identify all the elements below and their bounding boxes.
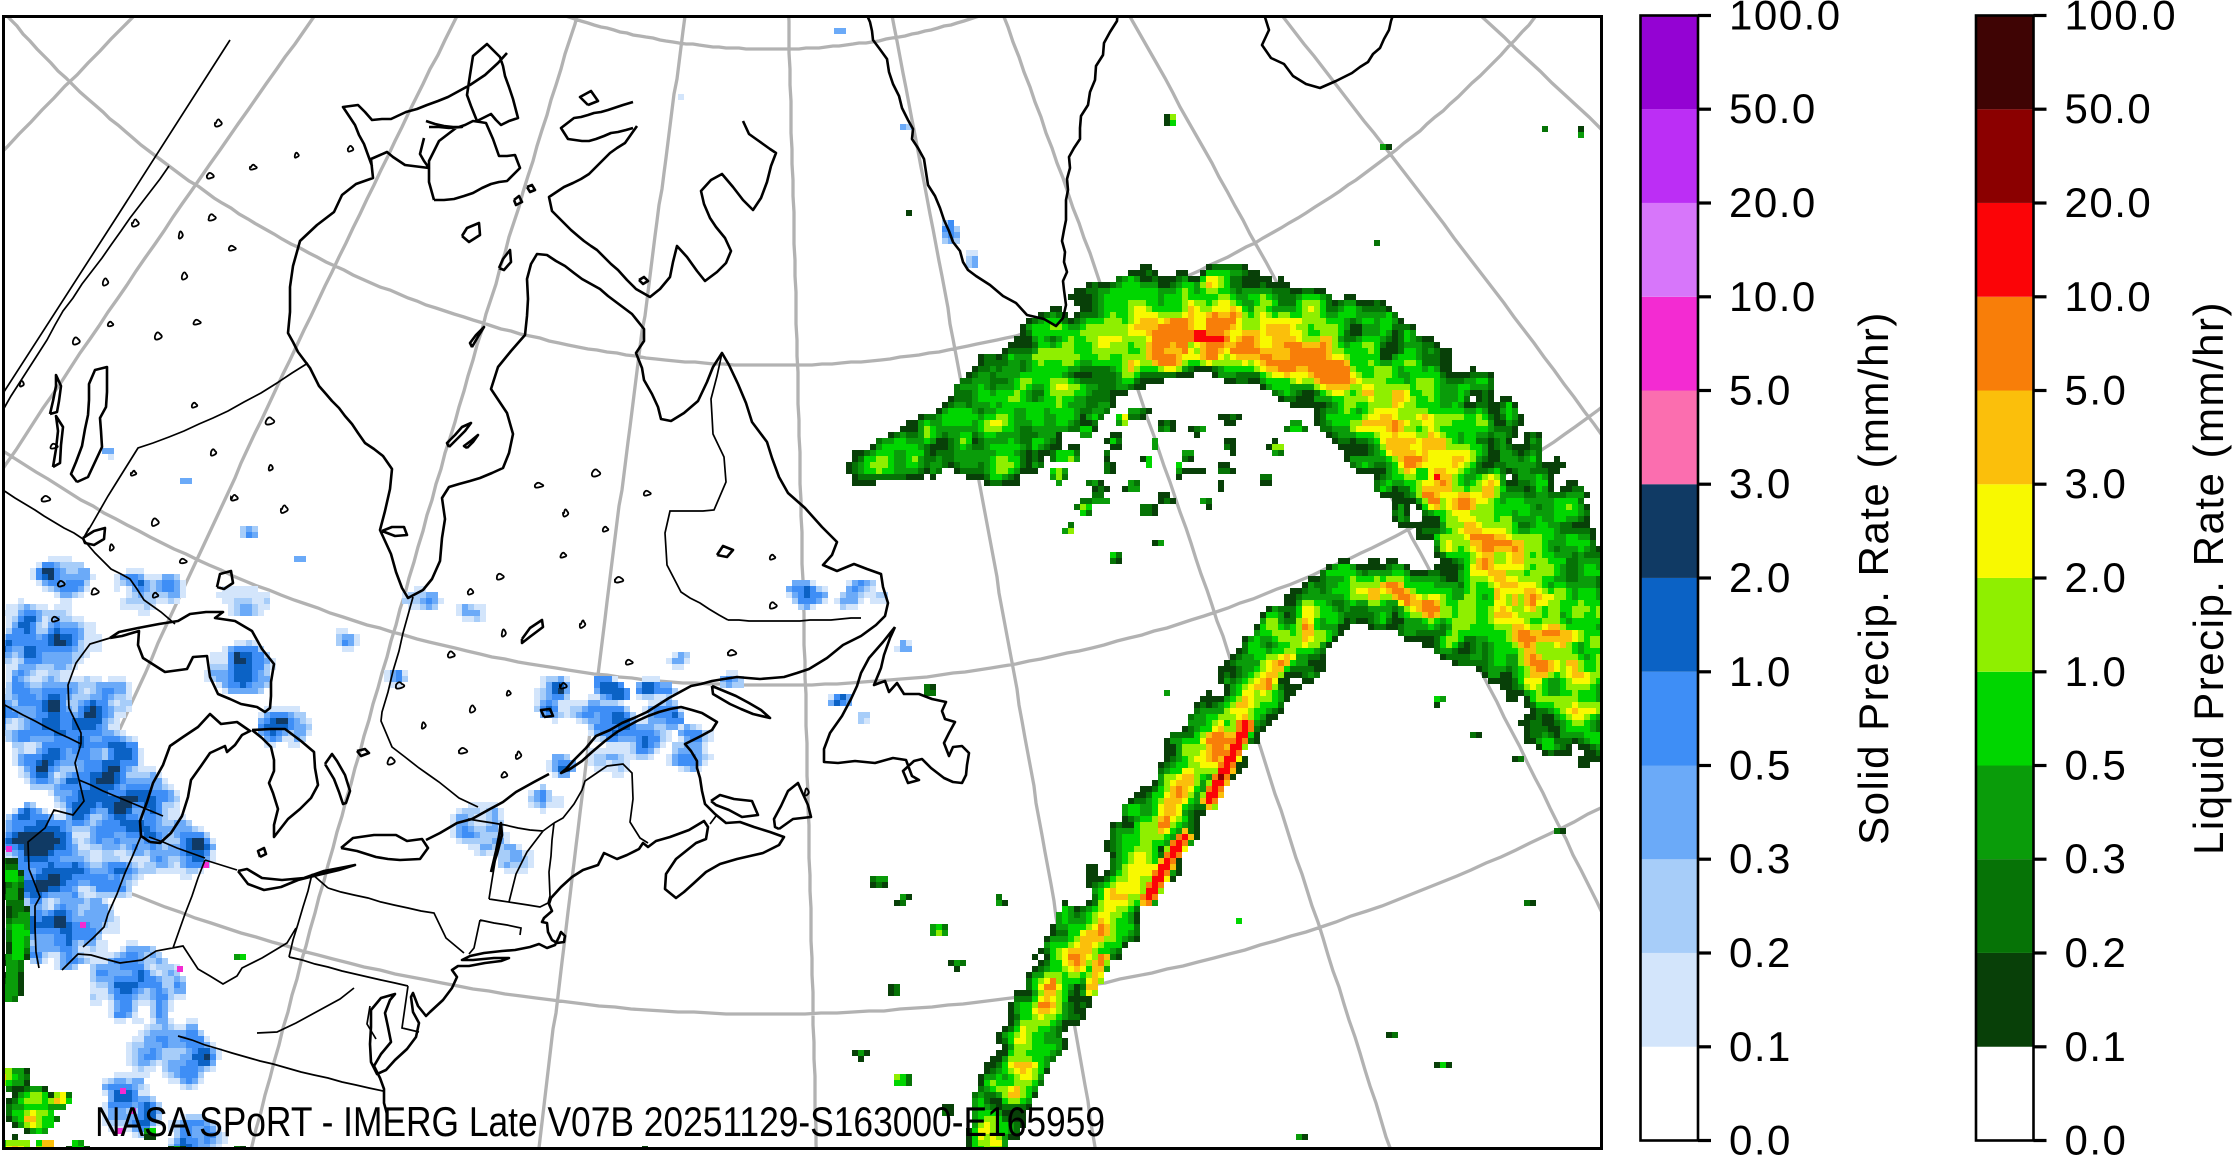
svg-text:Liquid Precip. Rate (mm/hr): Liquid Precip. Rate (mm/hr): [2185, 301, 2232, 855]
svg-text:5.0: 5.0: [1729, 367, 1792, 414]
svg-text:20.0: 20.0: [1729, 179, 1817, 226]
svg-text:3.0: 3.0: [2065, 460, 2128, 507]
svg-text:NASA SPoRT - IMERG Late V07B 2: NASA SPoRT - IMERG Late V07B 20251129-S1…: [95, 1098, 1105, 1145]
svg-text:10.0: 10.0: [2065, 273, 2153, 320]
svg-text:0.3: 0.3: [2065, 835, 2128, 882]
svg-text:0.3: 0.3: [1729, 835, 1792, 882]
svg-text:0.2: 0.2: [2065, 929, 2128, 976]
svg-text:10.0: 10.0: [1729, 273, 1817, 320]
svg-text:3.0: 3.0: [1729, 460, 1792, 507]
svg-text:50.0: 50.0: [2065, 85, 2153, 132]
svg-text:0.2: 0.2: [1729, 929, 1792, 976]
svg-text:0.5: 0.5: [2065, 742, 2128, 789]
svg-text:0.0: 0.0: [2065, 1117, 2128, 1164]
svg-text:Solid Precip. Rate (mm/hr): Solid Precip. Rate (mm/hr): [1850, 311, 1897, 845]
svg-text:20.0: 20.0: [2065, 179, 2153, 226]
svg-text:0.0: 0.0: [1729, 1117, 1792, 1164]
svg-text:0.1: 0.1: [1729, 1023, 1792, 1070]
svg-text:100.0: 100.0: [2065, 0, 2178, 39]
svg-text:50.0: 50.0: [1729, 85, 1817, 132]
svg-text:100.0: 100.0: [1729, 0, 1842, 39]
svg-text:2.0: 2.0: [2065, 554, 2128, 601]
svg-text:1.0: 1.0: [1729, 648, 1792, 695]
svg-text:1.0: 1.0: [2065, 648, 2128, 695]
svg-text:0.5: 0.5: [1729, 742, 1792, 789]
svg-text:5.0: 5.0: [2065, 367, 2128, 414]
svg-text:0.1: 0.1: [2065, 1023, 2128, 1070]
svg-text:2.0: 2.0: [1729, 554, 1792, 601]
